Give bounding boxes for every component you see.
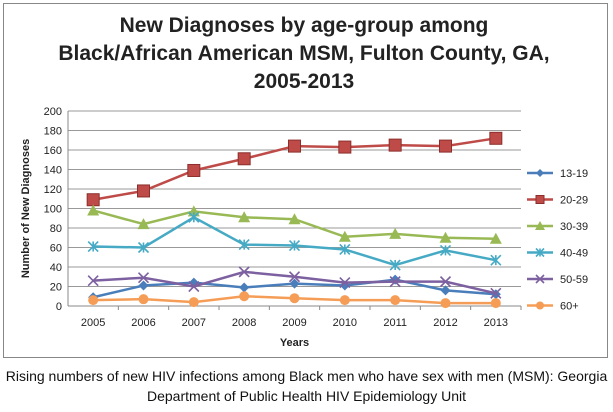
marker-x (87, 275, 99, 287)
marker-star (339, 243, 351, 256)
legend-item: 30-39 (527, 221, 588, 233)
legend-item: 60+ (527, 301, 579, 313)
marker-diamond (239, 282, 250, 293)
marker-square (535, 195, 545, 204)
series-30-39 (87, 204, 502, 244)
marker-square (86, 193, 100, 207)
marker-x (490, 287, 502, 299)
marker-triangle (389, 227, 402, 239)
x-tick-label: 2010 (333, 317, 357, 329)
legend-label: 20-29 (560, 195, 588, 207)
y-tick-label: 160 (44, 145, 62, 157)
marker-triangle (489, 232, 502, 244)
marker-circle (536, 301, 544, 310)
marker-star (188, 211, 200, 223)
marker-x (188, 280, 200, 293)
marker-star (535, 247, 545, 258)
x-tick-label: 2012 (433, 317, 457, 329)
marker-triangle (288, 213, 301, 225)
legend-item: 40-49 (527, 248, 588, 260)
y-tick-label: 120 (44, 184, 62, 196)
y-tick-label: 200 (44, 106, 62, 118)
marker-diamond (390, 274, 401, 285)
marker-star (490, 254, 502, 266)
marker-circle (339, 295, 350, 306)
marker-diamond (138, 280, 149, 291)
legend-item: 20-29 (527, 195, 588, 207)
series-50-59 (87, 266, 502, 299)
y-tick-label: 20 (50, 282, 62, 294)
marker-star (439, 244, 452, 256)
marker-triangle (87, 204, 100, 216)
marker-circle (239, 291, 250, 302)
marker-diamond (536, 169, 544, 177)
marker-triangle (137, 218, 150, 230)
marker-square (338, 140, 352, 154)
chart-title: New Diagnoses by age-group among Black/A… (58, 14, 550, 93)
y-tick-label: 80 (50, 223, 62, 235)
marker-triangle (535, 221, 545, 230)
marker-star (137, 241, 150, 254)
marker-circle (138, 294, 149, 305)
marker-triangle (238, 211, 251, 223)
marker-square (288, 139, 301, 153)
marker-star (238, 239, 250, 251)
x-tick-label: 2006 (131, 317, 155, 329)
marker-square (237, 152, 251, 166)
marker-x (238, 266, 250, 278)
x-tick-label: 2005 (81, 317, 105, 329)
series-20-29 (86, 131, 503, 207)
marker-star (288, 239, 301, 252)
marker-circle (289, 293, 300, 304)
caption: Rising numbers of new HIV infections amo… (5, 368, 608, 404)
legend-label: 50-59 (560, 274, 588, 286)
marker-x (339, 277, 351, 289)
marker-triangle (338, 230, 351, 242)
y-tick-label: 0 (56, 301, 62, 313)
marker-x (137, 272, 150, 284)
marker-diamond (289, 278, 300, 289)
y-tick-label: 140 (44, 165, 62, 177)
chart-frame: New Diagnoses by age-group among Black/A… (3, 3, 608, 358)
x-tick-label: 2011 (383, 317, 407, 329)
y-tick-label: 100 (44, 204, 62, 216)
marker-star (87, 240, 99, 253)
y-tick-label: 40 (50, 262, 62, 274)
marker-square (439, 139, 452, 153)
marker-x (288, 271, 301, 283)
legend-item: 50-59 (527, 274, 588, 286)
marker-star (389, 259, 401, 271)
legend-label: 60+ (560, 301, 579, 313)
x-tick-label: 2008 (232, 317, 256, 329)
x-tick-label: 2007 (182, 317, 206, 329)
series-40-49 (87, 211, 502, 271)
marker-diamond (440, 285, 451, 296)
marker-x (389, 276, 401, 288)
marker-x (439, 276, 452, 288)
legend-label: 13-19 (560, 168, 588, 180)
marker-circle (88, 295, 99, 306)
marker-circle (188, 297, 199, 308)
marker-square (489, 131, 503, 145)
marker-circle (440, 298, 451, 309)
y-tick-label: 180 (44, 126, 62, 138)
x-tick-label: 2009 (282, 317, 306, 329)
legend-label: 30-39 (560, 221, 588, 233)
y-tick-label: 60 (50, 243, 62, 255)
x-axis-label: Years (280, 337, 309, 349)
legend-label: 40-49 (560, 248, 588, 260)
marker-square (137, 184, 150, 198)
x-tick-label: 2013 (484, 317, 508, 329)
legend-item: 13-19 (527, 168, 588, 180)
marker-x (535, 274, 545, 284)
series-60+ (88, 291, 501, 309)
marker-circle (390, 295, 401, 306)
marker-square (187, 163, 201, 177)
y-axis-label: Number of New Diagnoses (20, 139, 32, 278)
marker-square (388, 138, 402, 152)
marker-circle (490, 298, 501, 309)
marker-triangle (439, 231, 452, 243)
